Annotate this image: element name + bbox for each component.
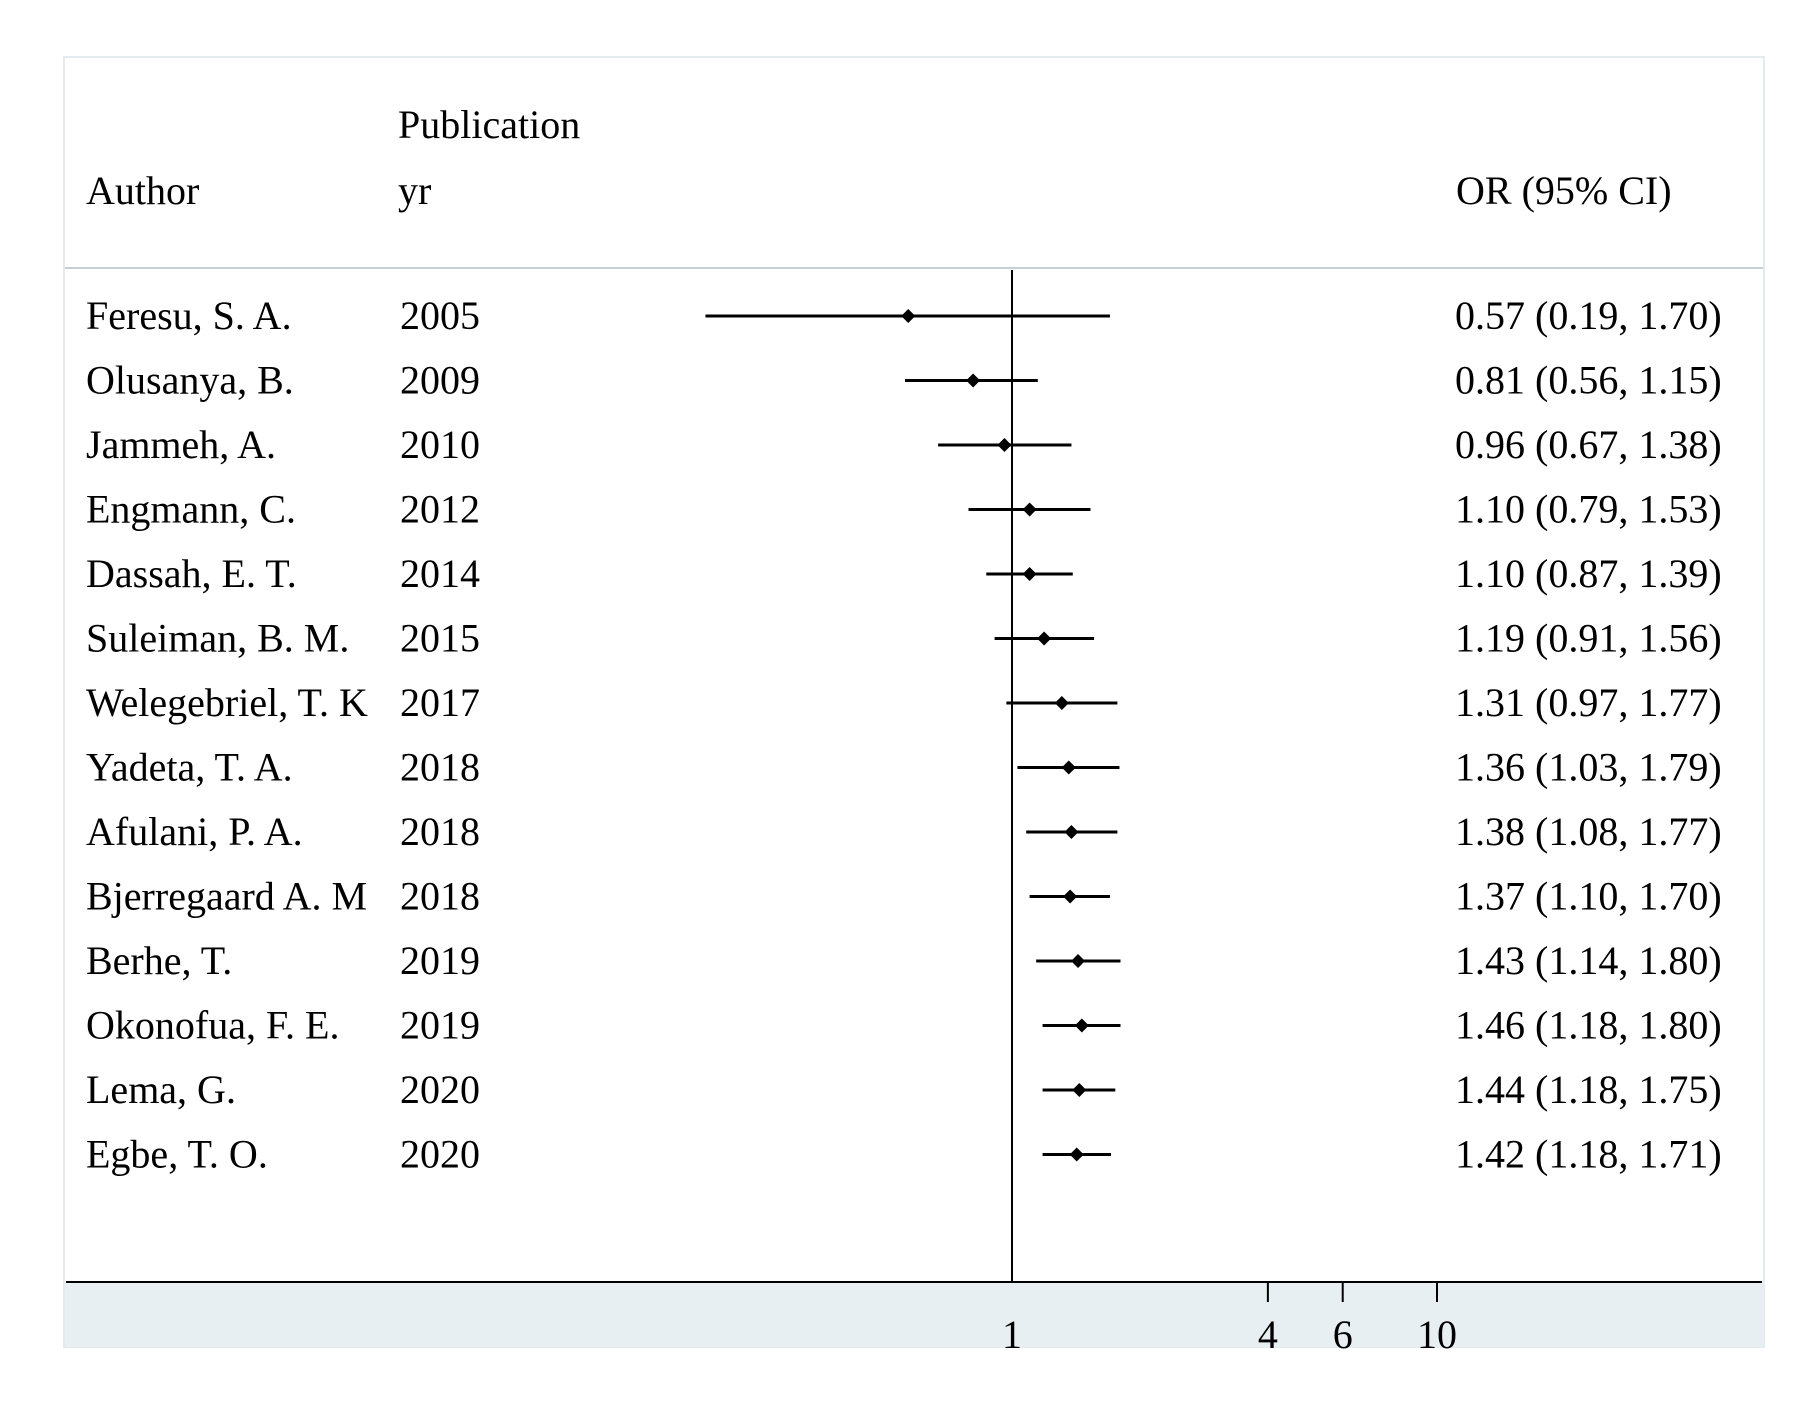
or-ci-label: 0.57 (0.19, 1.70) xyxy=(1455,293,1722,338)
study-row: Suleiman, B. M. 2015 1.19 (0.91, 1.56) xyxy=(86,616,1722,661)
study-rows: Feresu, S. A. 2005 0.57 (0.19, 1.70) Olusan… xyxy=(86,293,1722,1177)
header-or-ci: OR (95% CI) xyxy=(1456,168,1672,213)
or-point-marker xyxy=(1063,889,1078,904)
study-year: 2017 xyxy=(400,680,480,725)
study-year: 2014 xyxy=(400,551,480,596)
or-ci-label: 1.37 (1.10, 1.70) xyxy=(1455,874,1722,919)
study-author: Dassah, E. T. xyxy=(86,551,297,596)
study-author: Lema, G. xyxy=(86,1067,236,1112)
study-year: 2019 xyxy=(400,938,480,983)
study-row: Berhe, T. 2019 1.43 (1.14, 1.80) xyxy=(86,938,1722,983)
chart-frame xyxy=(63,56,1765,1348)
or-point-marker xyxy=(1022,502,1037,517)
study-author: Feresu, S. A. xyxy=(86,293,292,338)
or-ci-label: 0.81 (0.56, 1.15) xyxy=(1455,358,1722,403)
study-year: 2018 xyxy=(400,809,480,854)
or-point-marker xyxy=(1037,631,1052,646)
study-row: Egbe, T. O. 2020 1.42 (1.18, 1.71) xyxy=(86,1132,1722,1177)
study-row: Olusanya, B. 2009 0.81 (0.56, 1.15) xyxy=(86,358,1722,403)
study-year: 2019 xyxy=(400,1003,480,1048)
header-year-line2: yr xyxy=(398,168,431,213)
axis-band xyxy=(65,1282,1764,1347)
study-author: Jammeh, A. xyxy=(86,422,276,467)
study-year: 2020 xyxy=(400,1132,480,1177)
study-year: 2005 xyxy=(400,293,480,338)
x-tick-label: 6 xyxy=(1333,1312,1353,1357)
study-row: Bjerregaard A. M 2018 1.37 (1.10, 1.70) xyxy=(86,874,1722,919)
or-point-marker xyxy=(1069,1147,1084,1162)
study-author: Yadeta, T. A. xyxy=(86,745,293,790)
or-point-marker xyxy=(1074,1018,1089,1033)
study-row: Feresu, S. A. 2005 0.57 (0.19, 1.70) xyxy=(86,293,1722,338)
or-ci-label: 1.43 (1.14, 1.80) xyxy=(1455,938,1722,983)
or-ci-label: 1.10 (0.87, 1.39) xyxy=(1455,551,1722,596)
or-ci-label: 1.38 (1.08, 1.77) xyxy=(1455,809,1722,854)
or-ci-label: 1.31 (0.97, 1.77) xyxy=(1455,680,1722,725)
study-year: 2012 xyxy=(400,487,480,532)
or-ci-label: 0.96 (0.67, 1.38) xyxy=(1455,422,1722,467)
x-tick-label: 10 xyxy=(1417,1312,1457,1357)
or-ci-label: 1.10 (0.79, 1.53) xyxy=(1455,487,1722,532)
study-row: Okonofua, F. E. 2019 1.46 (1.18, 1.80) xyxy=(86,1003,1722,1048)
study-author: Engmann, C. xyxy=(86,487,296,532)
study-year: 2018 xyxy=(400,745,480,790)
study-row: Jammeh, A. 2010 0.96 (0.67, 1.38) xyxy=(86,422,1722,467)
study-row: Dassah, E. T. 2014 1.10 (0.87, 1.39) xyxy=(86,551,1722,596)
or-point-marker xyxy=(1064,825,1079,839)
header-author: Author xyxy=(86,168,199,213)
or-point-marker xyxy=(1072,1083,1087,1097)
x-tick-label: 4 xyxy=(1258,1312,1278,1357)
or-point-marker xyxy=(901,309,916,323)
study-author: Bjerregaard A. M xyxy=(86,874,367,919)
study-year: 2015 xyxy=(400,616,480,661)
or-point-marker xyxy=(997,438,1012,452)
study-author: Okonofua, F. E. xyxy=(86,1003,339,1048)
study-row: Yadeta, T. A. 2018 1.36 (1.03, 1.79) xyxy=(86,745,1722,790)
or-ci-label: 1.19 (0.91, 1.56) xyxy=(1455,616,1722,661)
study-author: Welegebriel, T. K xyxy=(86,680,368,725)
or-ci-label: 1.36 (1.03, 1.79) xyxy=(1455,745,1722,790)
or-point-marker xyxy=(966,373,981,388)
study-year: 2018 xyxy=(400,874,480,919)
study-author: Egbe, T. O. xyxy=(86,1132,268,1177)
study-author: Olusanya, B. xyxy=(86,358,294,403)
study-row: Lema, G. 2020 1.44 (1.18, 1.75) xyxy=(86,1067,1722,1112)
or-point-marker xyxy=(1071,954,1086,968)
study-year: 2009 xyxy=(400,358,480,403)
or-point-marker xyxy=(1022,567,1037,581)
study-author: Berhe, T. xyxy=(86,938,232,983)
study-row: Welegebriel, T. K 2017 1.31 (0.97, 1.77) xyxy=(86,680,1722,725)
study-author: Afulani, P. A. xyxy=(86,809,303,854)
or-ci-label: 1.44 (1.18, 1.75) xyxy=(1455,1067,1722,1112)
study-year: 2010 xyxy=(400,422,480,467)
or-ci-label: 1.46 (1.18, 1.80) xyxy=(1455,1003,1722,1048)
or-point-marker xyxy=(1061,760,1076,775)
study-year: 2020 xyxy=(400,1067,480,1112)
or-point-marker xyxy=(1054,696,1069,710)
header-year-line1: Publication xyxy=(398,102,580,147)
study-author: Suleiman, B. M. xyxy=(86,616,349,661)
x-tick-label: 1 xyxy=(1002,1312,1022,1357)
or-ci-label: 1.42 (1.18, 1.71) xyxy=(1455,1132,1722,1177)
study-row: Engmann, C. 2012 1.10 (0.79, 1.53) xyxy=(86,487,1722,532)
study-row: Afulani, P. A. 2018 1.38 (1.08, 1.77) xyxy=(86,809,1722,854)
x-axis-ticks: 1 4 6 10 xyxy=(1002,1282,1457,1357)
